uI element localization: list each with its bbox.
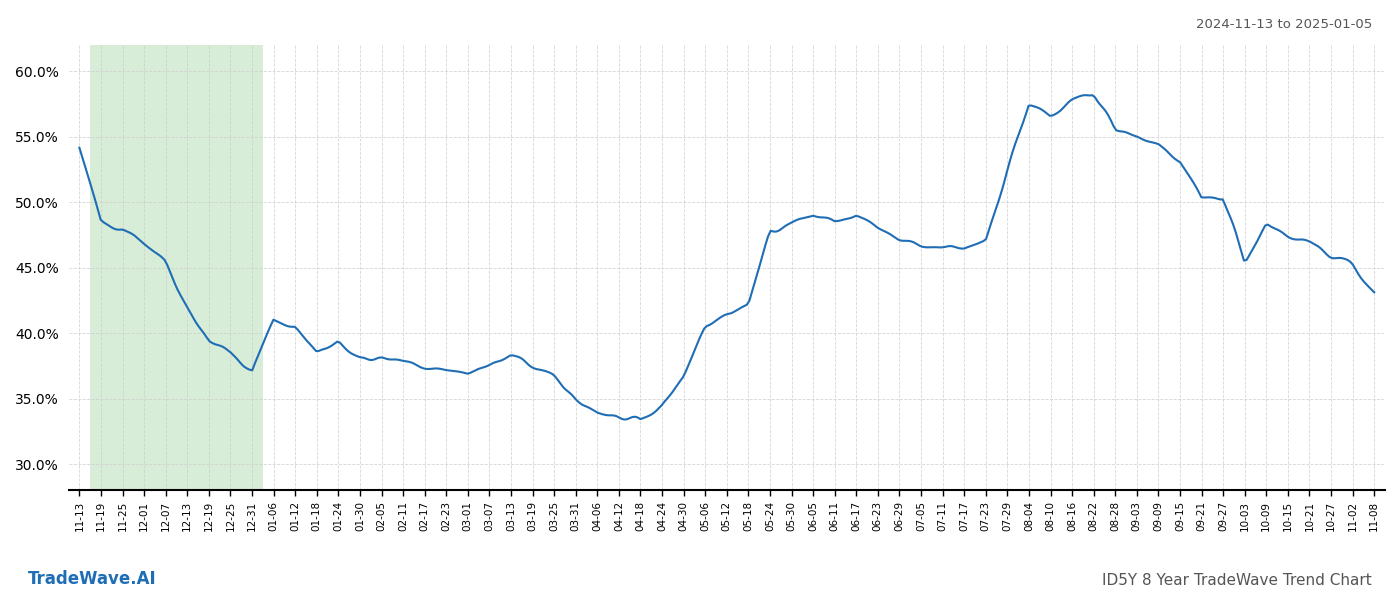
- Bar: [90, 45, 263, 490]
- Text: TradeWave.AI: TradeWave.AI: [28, 570, 157, 588]
- Text: ID5Y 8 Year TradeWave Trend Chart: ID5Y 8 Year TradeWave Trend Chart: [1102, 573, 1372, 588]
- Text: 2024-11-13 to 2025-01-05: 2024-11-13 to 2025-01-05: [1196, 18, 1372, 31]
